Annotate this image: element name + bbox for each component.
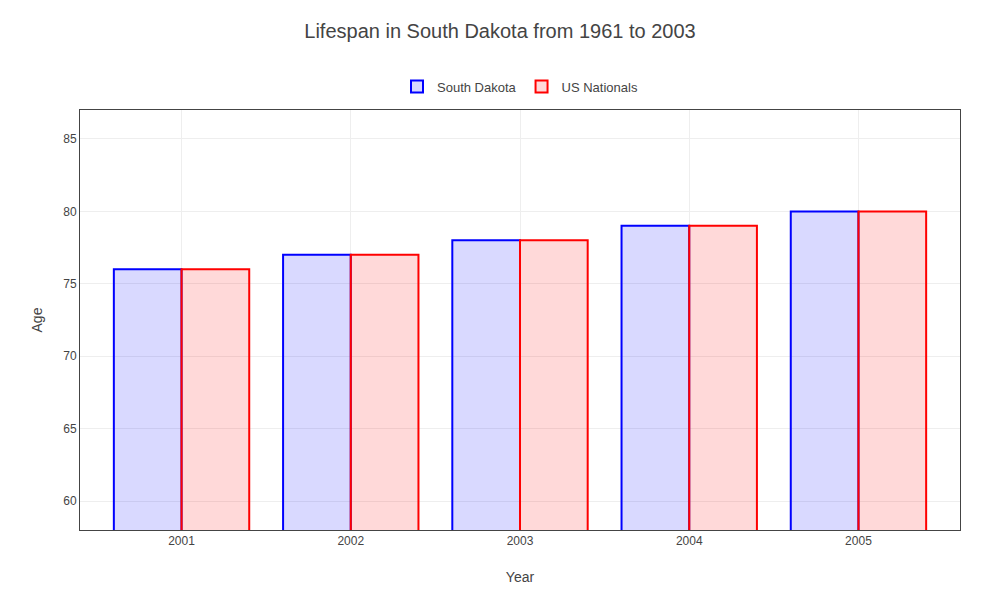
svg-text:Lifespan in South Dakota from: Lifespan in South Dakota from 1961 to 20… bbox=[304, 20, 695, 42]
svg-text:85: 85 bbox=[63, 132, 77, 146]
svg-text:65: 65 bbox=[63, 422, 77, 436]
svg-text:US Nationals: US Nationals bbox=[562, 80, 638, 95]
svg-text:2001: 2001 bbox=[168, 534, 195, 548]
svg-text:2002: 2002 bbox=[337, 534, 364, 548]
svg-text:80: 80 bbox=[63, 205, 77, 219]
svg-text:2004: 2004 bbox=[676, 534, 703, 548]
svg-text:Year: Year bbox=[506, 569, 535, 585]
svg-text:70: 70 bbox=[63, 349, 77, 363]
svg-text:60: 60 bbox=[63, 494, 77, 508]
svg-text:2003: 2003 bbox=[507, 534, 534, 548]
svg-text:75: 75 bbox=[63, 277, 77, 291]
svg-text:South Dakota: South Dakota bbox=[437, 80, 517, 95]
svg-text:2005: 2005 bbox=[845, 534, 872, 548]
svg-text:Age: Age bbox=[29, 307, 45, 332]
